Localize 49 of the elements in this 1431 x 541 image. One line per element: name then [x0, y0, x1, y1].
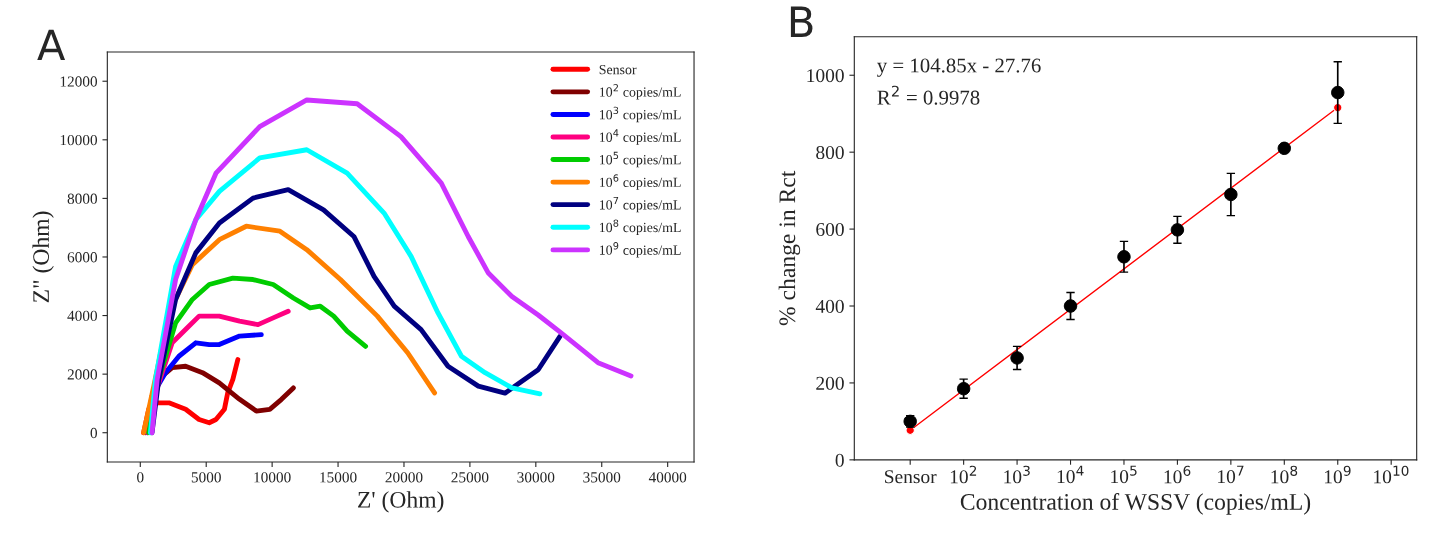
- x-axis-title: Concentration of WSSV (copies/mL): [960, 493, 1311, 515]
- annotation: y = 104.85x - 27.76: [877, 58, 1041, 77]
- x-tick-label: 10$^{4}$: [1057, 465, 1084, 484]
- y-tick-label: 4000: [67, 310, 98, 322]
- annotation: R$^{2}$ = 0.9978: [877, 85, 980, 105]
- chart-title: A: [37, 29, 66, 61]
- x-tick-label: 10$^{9}$: [1324, 465, 1351, 484]
- x-tick-label: Sensor: [885, 470, 937, 484]
- x-tick-label: 10$^{2}$: [950, 465, 977, 484]
- legend-label: 10$^{5}$ copies/mL: [599, 151, 681, 168]
- legend-label: 10$^{7}$ copies/mL: [599, 196, 681, 213]
- y-tick-label: 8000: [67, 193, 98, 204]
- x-tick-label: 10$^{6}$: [1164, 465, 1191, 484]
- x-tick-label: 35000: [583, 472, 621, 483]
- y-axis-title: % change in Rct: [778, 170, 801, 326]
- legend-label: 10$^{3}$ copies/mL: [599, 106, 681, 123]
- y-tick-label: 1000: [807, 69, 844, 83]
- x-tick-label: 10$^{10}$: [1374, 465, 1409, 484]
- x-tick-label: 5000: [191, 472, 221, 483]
- x-tick-label: 15000: [320, 472, 357, 483]
- y-tick-label: 0: [835, 453, 844, 467]
- y-tick-label: 800: [816, 145, 844, 160]
- x-axis-title: Z' (Ohm): [358, 491, 444, 513]
- y-tick-label: 400: [815, 299, 844, 313]
- x-tick-label: 10$^{8}$: [1271, 465, 1298, 484]
- x-tick-label: 25000: [451, 472, 489, 483]
- legend-label: 10$^{2}$ copies/mL: [599, 84, 681, 100]
- y-tick-label: 200: [816, 376, 844, 390]
- y-tick-label: 0: [90, 427, 98, 439]
- y-axis-title: Z" (Ohm): [32, 211, 54, 303]
- y-tick-label: 600: [816, 222, 844, 237]
- y-tick-label: 2000: [67, 369, 98, 380]
- legend-label: Sensor: [599, 64, 637, 75]
- y-tick-label: 6000: [67, 252, 98, 263]
- x-tick-label: 10000: [254, 472, 291, 483]
- legend-label: 10$^{8}$ copies/mL: [599, 219, 681, 235]
- x-tick-label: 40000: [648, 472, 687, 483]
- chart-title: B: [790, 6, 813, 37]
- legend-label: 10$^{4}$ copies/mL: [599, 129, 681, 145]
- x-tick-label: 0: [137, 472, 144, 483]
- x-tick-label: 30000: [517, 472, 555, 483]
- legend-label: 10$^{6}$ copies/mL: [599, 174, 681, 190]
- x-tick-label: 10$^{7}$: [1218, 465, 1244, 484]
- x-tick-label: 10$^{5}$: [1111, 465, 1137, 484]
- y-tick-label: 10000: [60, 134, 98, 146]
- y-tick-label: 12000: [60, 76, 98, 87]
- x-tick-label: 10$^{3}$: [1004, 465, 1030, 484]
- legend-label: 10$^{9}$ copies/mL: [599, 242, 681, 258]
- x-tick-label: 20000: [385, 472, 423, 483]
